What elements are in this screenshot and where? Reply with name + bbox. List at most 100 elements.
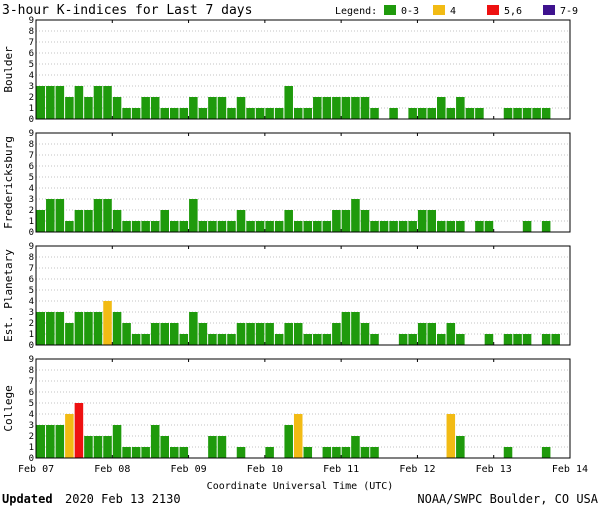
x-tick-label: Feb 14 [552, 464, 588, 475]
y-tick-label: 5 [29, 286, 34, 296]
y-tick-label: 4 [29, 71, 34, 81]
y-tick-label: 5 [29, 60, 34, 70]
bar [46, 425, 55, 458]
bar [351, 436, 360, 458]
bar [379, 221, 389, 232]
bar [46, 199, 55, 232]
bar [351, 199, 360, 232]
x-tick-label: Feb 09 [171, 464, 207, 475]
bar [332, 97, 341, 119]
bar [103, 86, 112, 119]
bar [284, 86, 293, 119]
bar [532, 108, 541, 119]
bar [36, 312, 46, 345]
y-tick-label: 8 [29, 366, 34, 376]
panel-frame [35, 245, 571, 346]
bar [541, 221, 551, 232]
bar [122, 108, 131, 119]
bar [236, 97, 246, 119]
bar [341, 447, 351, 458]
y-tick-label: 6 [29, 162, 34, 172]
y-tick-label: 8 [29, 27, 34, 37]
bar [179, 221, 189, 232]
bar [427, 323, 436, 345]
y-tick-label: 1 [29, 104, 34, 114]
bar [541, 447, 551, 458]
bar [46, 86, 55, 119]
bar [179, 334, 189, 345]
bar [427, 210, 436, 232]
bar [417, 323, 427, 345]
y-tick-label: 3 [29, 421, 34, 431]
bar [398, 221, 408, 232]
bar [475, 108, 484, 119]
bar [322, 447, 332, 458]
panel-title: Fredericksburg [2, 136, 15, 229]
bar [332, 210, 341, 232]
bar [65, 323, 74, 345]
bar [236, 447, 246, 458]
bar [93, 86, 103, 119]
bar [341, 97, 351, 119]
bar [408, 221, 417, 232]
legend-item-label: 7-9 [560, 6, 578, 17]
bar [408, 334, 417, 345]
bar [179, 447, 189, 458]
bar [150, 221, 160, 232]
bar [84, 210, 93, 232]
panel-frame [35, 19, 571, 120]
bar [446, 414, 456, 458]
y-tick-label: 6 [29, 275, 34, 285]
bar [322, 334, 332, 345]
bar [303, 334, 313, 345]
bar [427, 108, 436, 119]
bar [74, 403, 84, 458]
bar [303, 221, 313, 232]
bar [112, 210, 122, 232]
bar [513, 334, 522, 345]
y-tick-label: 0 [29, 115, 34, 125]
panel-frame [35, 358, 571, 459]
bar [122, 323, 131, 345]
bar [255, 221, 265, 232]
bar [446, 323, 456, 345]
bar [150, 323, 160, 345]
y-tick-label: 4 [29, 410, 34, 420]
bar [265, 323, 274, 345]
bar [522, 334, 532, 345]
x-tick-label: Feb 10 [247, 464, 283, 475]
y-tick-label: 9 [29, 129, 34, 139]
bar [150, 97, 160, 119]
bar [217, 97, 227, 119]
bar [503, 447, 513, 458]
bar [437, 221, 446, 232]
bar [313, 334, 322, 345]
y-tick-label: 5 [29, 173, 34, 183]
bar [122, 447, 131, 458]
bar [189, 312, 198, 345]
y-tick-label: 2 [29, 93, 34, 103]
bar [141, 221, 150, 232]
bar [255, 323, 265, 345]
bar [112, 312, 122, 345]
bar [465, 108, 475, 119]
x-tick-label: Feb 08 [94, 464, 130, 475]
bar [198, 108, 208, 119]
chart-title: 3-hour K-indices for Last 7 days [2, 3, 252, 18]
bar [84, 436, 93, 458]
bar [227, 221, 236, 232]
updated-label: Updated [2, 492, 53, 506]
bar [370, 221, 379, 232]
bar [160, 108, 169, 119]
legend-swatch [384, 5, 396, 15]
bar [265, 108, 274, 119]
bar [303, 447, 313, 458]
y-tick-label: 1 [29, 217, 34, 227]
panel-title: Est. Planetary [2, 249, 15, 342]
bar [55, 312, 65, 345]
y-tick-label: 6 [29, 49, 34, 59]
bar [437, 334, 446, 345]
